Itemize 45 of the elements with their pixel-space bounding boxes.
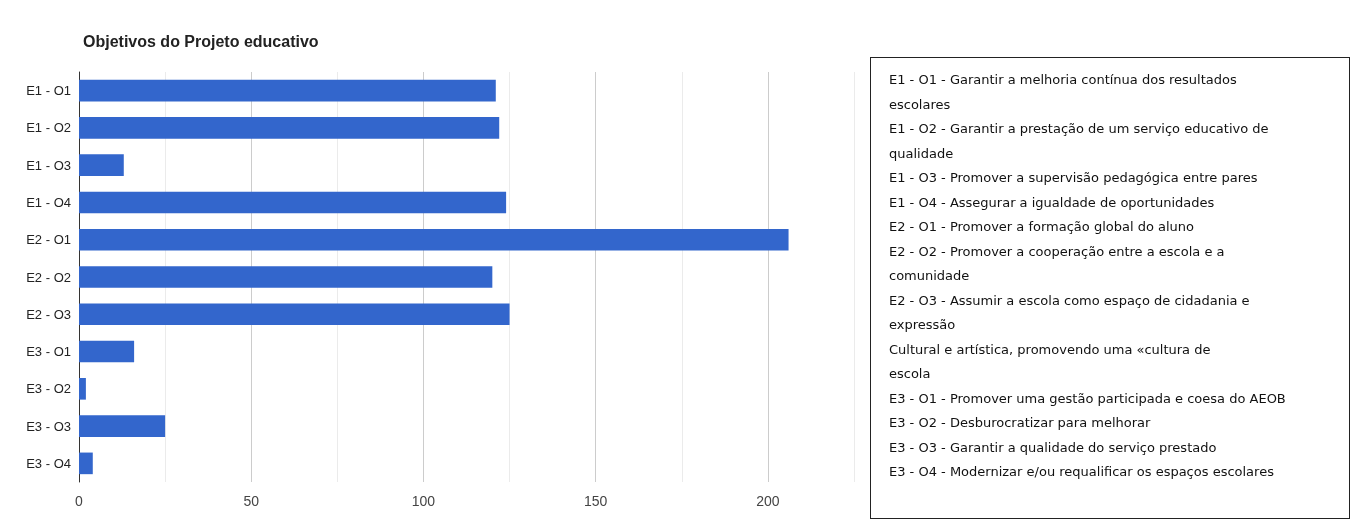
bar — [79, 191, 507, 214]
bar — [79, 266, 493, 288]
bar — [79, 117, 500, 139]
text: E1 - O1 - Garantir a melhoria contínua dos resultados — [889, 71, 1238, 89]
y-tick-label: E1 - O4 — [26, 194, 71, 210]
text: qualidade — [889, 144, 955, 163]
bar — [79, 452, 93, 475]
text: E3 - O1 - Promover uma gestão participada e coesa do AEOB — [889, 389, 1287, 408]
y-tick-label: E2 - O1 — [26, 232, 71, 248]
text: E1 - O3 - Promover a supervisão pedagógica entre pares — [889, 169, 1259, 187]
bar — [79, 378, 86, 400]
y-tick-label: E2 - O2 — [26, 269, 71, 285]
x-tick-label: 150 — [583, 493, 608, 509]
text: expressão — [889, 316, 957, 334]
text: E3 - O3 - Garantir a qualidade do serviço prestado — [889, 438, 1218, 457]
text: comunidade — [889, 267, 971, 285]
text: E2 - O3 - Assumir a escola como espaço de cidadania e — [889, 291, 1251, 310]
text: E3 - O4 - Modernizar e/ou requalificar os espaços escolares — [889, 463, 1275, 481]
text: E1 - O2 - Garantir a prestação de um serviço educativo de — [889, 120, 1270, 138]
bar — [79, 303, 510, 326]
y-tick-label: E3 - O1 — [26, 344, 71, 360]
y-tick-label: E3 - O4 — [26, 455, 71, 471]
bar — [79, 340, 135, 363]
text: E3 - O2 - Desburocratizar para melhorar — [889, 414, 1152, 432]
bar — [79, 154, 124, 176]
y-tick-label: E2 - O3 — [26, 306, 71, 322]
bar — [79, 228, 789, 251]
y-tick-label: E1 - O1 — [26, 83, 71, 99]
text: E1 - O4 - Assegurar a igualdade de oportunidades — [889, 193, 1216, 212]
x-tick-label: 200 — [756, 493, 780, 509]
x-tick-label: 0 — [75, 493, 84, 509]
text: Cultural e artística, promovendo uma «cultura de — [889, 340, 1212, 359]
x-tick-label: 50 — [243, 493, 260, 509]
text: E2 - O1 - Promover a formação global do aluno — [889, 218, 1195, 236]
y-tick-label: E3 - O3 — [26, 418, 71, 434]
y-tick-label: E1 - O2 — [26, 120, 71, 136]
bar — [79, 79, 496, 102]
text: E2 - O2 - Promover a cooperação entre a escola e a — [889, 242, 1226, 261]
bar — [79, 415, 166, 437]
y-tick-label: E3 - O2 — [26, 381, 71, 397]
y-tick-label: E1 - O3 — [26, 157, 71, 173]
text: escolares — [889, 95, 952, 114]
x-tick-label: 100 — [411, 493, 436, 509]
chart-title: Objetivos do Projeto educativo — [83, 32, 319, 50]
text: escola — [889, 365, 932, 383]
